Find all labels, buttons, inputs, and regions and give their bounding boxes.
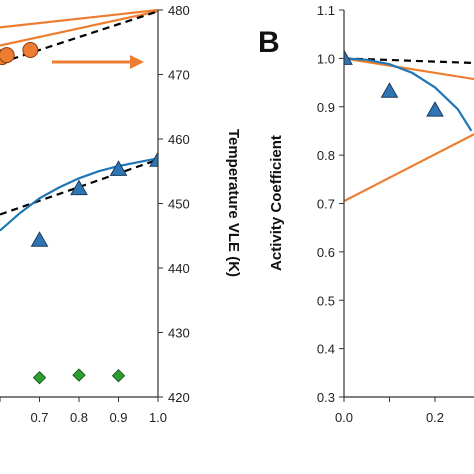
panel-b-series-line-0 [344, 57, 474, 65]
panel-a-point-triangle-1 [70, 179, 88, 196]
panel-a-series-line-4 [0, 157, 158, 232]
panel-a-y2-axis-title: Temperature VLE (K) [225, 129, 242, 277]
panel-a-arrow-head [130, 55, 144, 69]
panel-a-x-tick-label-1: 0.8 [70, 410, 88, 425]
panel-b-y-tick-label-7: 1.0 [317, 51, 335, 66]
panel-a-point-circle-2 [22, 41, 39, 58]
panel-a-y2-tick-label-6: 480 [168, 3, 190, 18]
panel-b-plot-area [344, 49, 474, 203]
panel-a-y2-tick-label-4: 460 [168, 132, 190, 147]
panel-b-y-tick-label-1: 0.4 [317, 342, 335, 357]
panel-b-y-tick-label-5: 0.8 [317, 148, 335, 163]
panel-a-y2-tick-label-1: 430 [168, 326, 190, 341]
panel-b-series-line-2 [344, 57, 473, 132]
panel-b-label: B [258, 26, 280, 59]
panel-a-point-diamond-1 [72, 368, 86, 382]
panel-a-point-diamond-0 [32, 370, 47, 385]
panel-a-y2-tick-label-5: 470 [168, 68, 190, 83]
panel-a-point-circle-1 [0, 47, 15, 64]
panel-b-y-tick-label-3: 0.6 [317, 245, 335, 260]
panel-b-x-tick-label-0: 0.0 [335, 410, 353, 425]
panel-a-point-diamond-2 [111, 369, 126, 383]
panel-b-y-tick-label-4: 0.7 [317, 197, 335, 212]
panel-b-series-line-1 [344, 57, 474, 81]
panel-b-y-axis-title: Activity Coefficient [268, 135, 285, 271]
panel-b: B 0.3 0.4 0.5 0.6 0.7 0.8 0.9 1.0 1.1 0.0 0.2 Activ… [258, 3, 474, 425]
panel-a-arrow [52, 55, 144, 69]
panel-b-x-tick-label-1: 0.2 [426, 410, 444, 425]
panel-a-point-triangle-2 [109, 160, 128, 176]
panel-b-y-tick-label-2: 0.5 [317, 293, 335, 308]
panel-b-y-tick-label-0: 0.3 [317, 390, 335, 405]
panel-a: 420 430 440 450 460 470 480 0.7 0.8 0.9 1.0 Tempera… [0, 3, 242, 425]
panel-a-x-tick-label-0: 0.7 [30, 410, 48, 425]
panel-a-series-line-1 [0, 9, 158, 29]
panel-a-point-triangle-0 [30, 231, 49, 247]
panel-a-x-tick-label-3: 1.0 [149, 410, 167, 425]
panel-a-y2-tick-label-0: 420 [168, 390, 190, 405]
panel-b-y-tick-label-6: 0.9 [317, 100, 335, 115]
panel-a-x-tick-label-2: 0.9 [109, 410, 127, 425]
panel-b-series-line-3 [344, 133, 474, 203]
panel-a-y2-tick-label-3: 450 [168, 197, 190, 212]
panel-a-series-line-0 [0, 10, 158, 47]
panel-b-point-triangle-0 [344, 49, 353, 65]
panel-a-point-triangle-3 [149, 151, 158, 167]
panel-a-plot-area [0, 9, 158, 385]
panel-b-y-tick-label-8: 1.1 [317, 3, 335, 18]
panel-b-point-triangle-2 [426, 101, 444, 117]
panel-a-y2-tick-label-2: 440 [168, 261, 190, 276]
panel-a-series-line-3 [0, 158, 158, 216]
panel-b-point-triangle-1 [380, 82, 399, 98]
